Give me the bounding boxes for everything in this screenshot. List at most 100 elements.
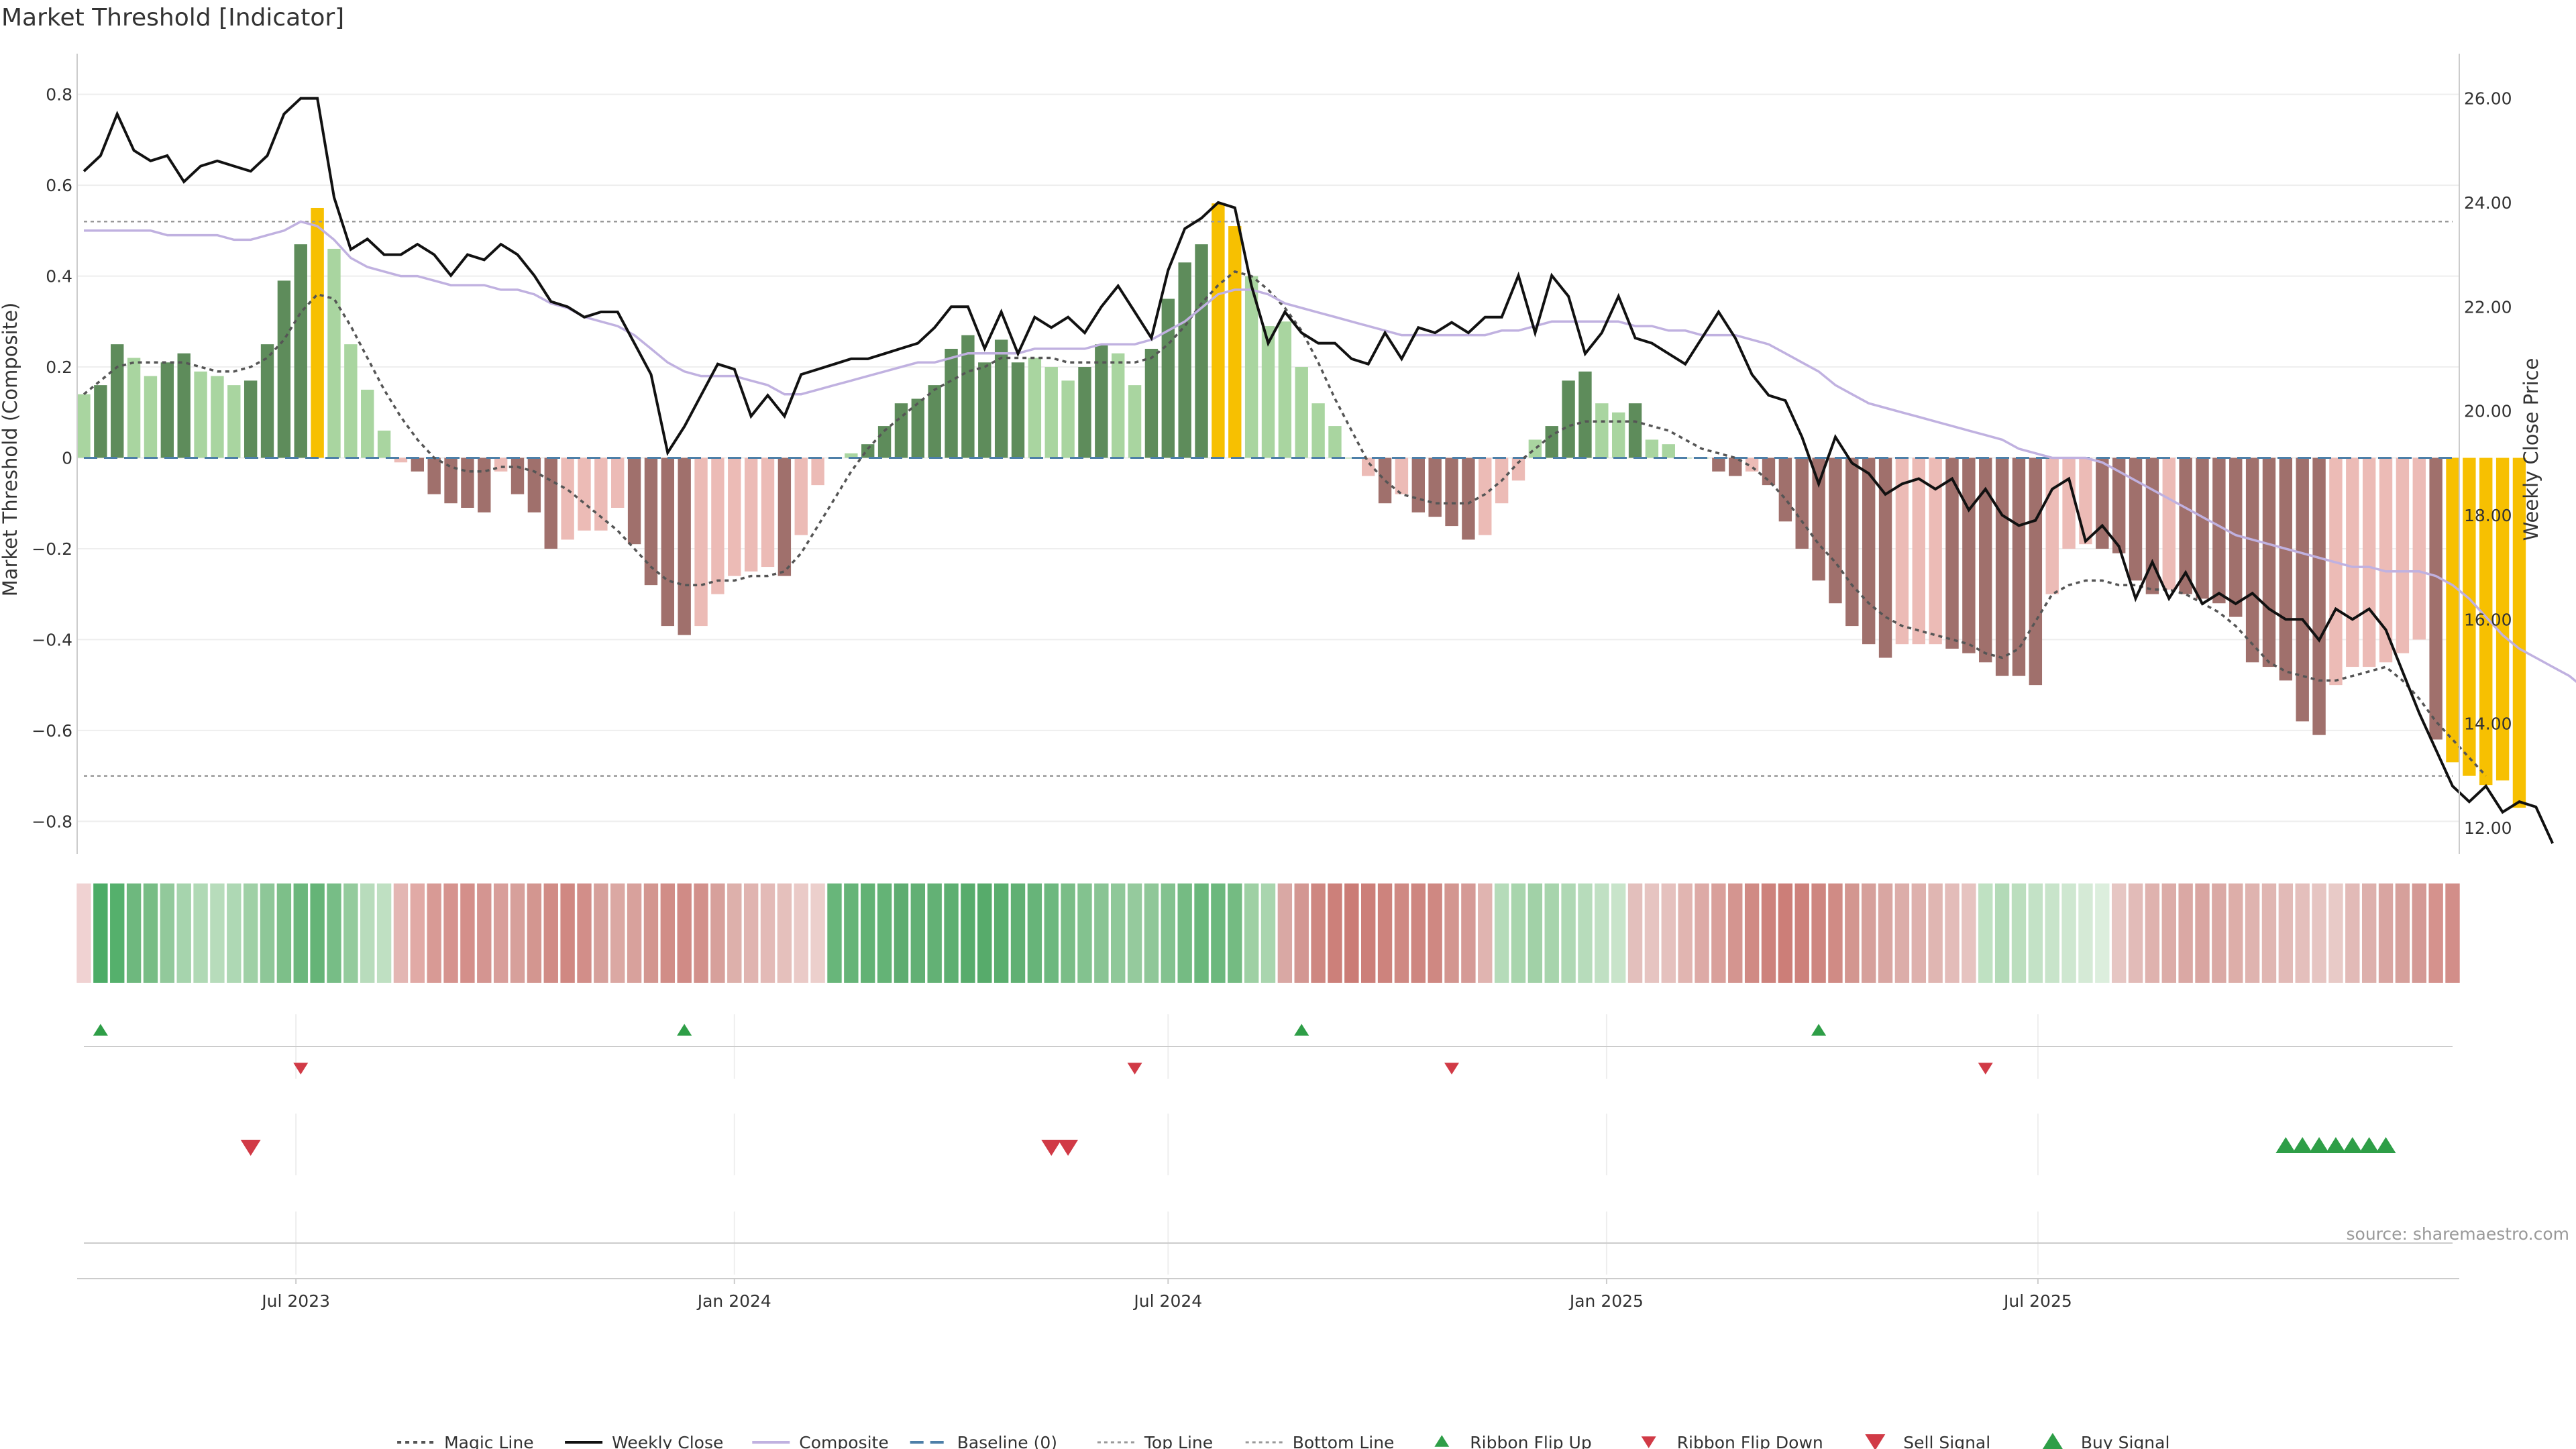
ribbon-cell <box>360 883 375 983</box>
x-tick-label: Jul 2025 <box>2002 1291 2072 1311</box>
composite-bar <box>1929 458 1942 645</box>
legend-label: Magic Line <box>444 1433 534 1449</box>
ribbon-cell <box>1311 883 1326 983</box>
legend-swatch-sell <box>1865 1434 1886 1449</box>
ribbon-cell <box>1328 883 1342 983</box>
composite-bar <box>1411 458 1425 513</box>
composite-bar <box>2212 458 2226 604</box>
ribbon-cell <box>1461 883 1476 983</box>
ribbon-cell <box>2212 883 2226 983</box>
chart-title: Market Threshold [Indicator] <box>1 4 344 32</box>
composite-bars <box>77 203 2526 808</box>
composite-bar <box>2179 458 2192 594</box>
ribbon-cell <box>861 883 875 983</box>
composite-bar <box>2379 458 2393 663</box>
left-tick-label: 0.6 <box>46 176 72 195</box>
ribbon-cell <box>810 883 825 983</box>
composite-bar <box>2396 458 2410 653</box>
left-tick-label: −0.4 <box>32 630 72 649</box>
composite-line <box>84 220 2576 683</box>
legend-item-magic: Magic Line <box>397 1433 534 1449</box>
ribbon-cell <box>1444 883 1459 983</box>
ribbon-cell <box>694 883 708 983</box>
composite-bar <box>94 385 107 458</box>
composite-bar <box>1862 458 1876 645</box>
ribbon-cell <box>2278 883 2294 983</box>
right-tick-label: 16.00 <box>2464 610 2512 629</box>
ribbon-cell <box>977 883 992 983</box>
legend-label: Sell Signal <box>1903 1433 1990 1449</box>
composite-bar <box>1161 299 1175 458</box>
ribbon-cell <box>2145 883 2160 983</box>
ribbon-cell <box>910 883 926 983</box>
composite-bar <box>144 376 158 458</box>
composite-bar <box>1144 348 1159 458</box>
ribbon-cell <box>1161 883 1175 983</box>
composite-bar <box>644 458 658 586</box>
ribbon-cell <box>1811 883 1826 983</box>
composite-bar <box>1228 226 1242 458</box>
left-tick-label: 0 <box>62 449 72 468</box>
ribbon-cell <box>2229 883 2243 983</box>
ribbon-cell <box>1127 883 1142 983</box>
ribbon-cell <box>1595 883 1609 983</box>
composite-bar <box>1778 458 1792 522</box>
ribbon-cell <box>310 883 325 983</box>
composite-bar <box>1845 458 1859 627</box>
composite-bar <box>2129 458 2143 581</box>
ribbon-cell <box>1894 883 1910 983</box>
composite-bar <box>461 458 474 508</box>
composite-bar <box>578 458 591 531</box>
composite-bar <box>911 398 925 458</box>
composite-bar <box>1795 458 1809 549</box>
composite-bar <box>2062 458 2076 549</box>
legend-item-baseline: Baseline (0) <box>910 1433 1057 1449</box>
composite-bar <box>1095 344 1108 458</box>
ribbon-cell <box>1027 883 1042 983</box>
ribbon-cell <box>176 883 191 983</box>
legend-label: Bottom Line <box>1293 1433 1395 1449</box>
composite-bar <box>2096 458 2109 549</box>
ribbon-flip-down-marker <box>293 1063 309 1075</box>
ribbon-cell <box>276 883 292 983</box>
ribbon-cell <box>410 883 425 983</box>
ribbon-cell <box>2295 883 2310 983</box>
ribbon-flip-up-marker <box>1811 1024 1827 1036</box>
composite-bar <box>694 458 708 627</box>
ribbon-cell <box>710 883 725 983</box>
composite-bar <box>1178 262 1191 458</box>
ribbon-cell <box>1861 883 1876 983</box>
ribbon-flip-down-marker <box>1978 1063 1993 1075</box>
magic-line <box>83 270 2487 777</box>
ribbon-cell <box>1845 883 1860 983</box>
ribbon-cell <box>2361 883 2377 983</box>
ribbon-cell <box>76 883 91 983</box>
ribbon-cell <box>794 883 808 983</box>
ribbon-cell <box>1945 883 1960 983</box>
ribbon-cell <box>1527 883 1543 983</box>
composite-bar <box>2329 458 2343 686</box>
sell-signal-marker <box>1041 1140 1062 1156</box>
composite-bar <box>1912 458 1925 645</box>
ribbon-cell <box>1277 883 1293 983</box>
ribbon-cell <box>1044 883 1059 983</box>
composite-bar <box>444 458 458 504</box>
composite-bar <box>1278 321 1292 458</box>
ribbon-cell <box>1928 883 1943 983</box>
composite-bar <box>1895 458 1909 645</box>
ribbon-cell <box>1394 883 1409 983</box>
composite-bar <box>1244 276 1258 458</box>
ribbon-cell <box>927 883 942 983</box>
ribbon-cell <box>1428 883 1442 983</box>
ribbon-cell <box>2312 883 2326 983</box>
ribbon-cell <box>994 883 1009 983</box>
ribbon-cell <box>2245 883 2260 983</box>
buy-signal-marker <box>2359 1137 2379 1153</box>
composite-bar <box>794 458 808 535</box>
ribbon-cell <box>1878 883 1893 983</box>
ribbon-cell <box>1061 883 1075 983</box>
ribbon-cell <box>610 883 625 983</box>
composite-bar <box>2429 458 2443 740</box>
ribbon-cell <box>2378 883 2394 983</box>
